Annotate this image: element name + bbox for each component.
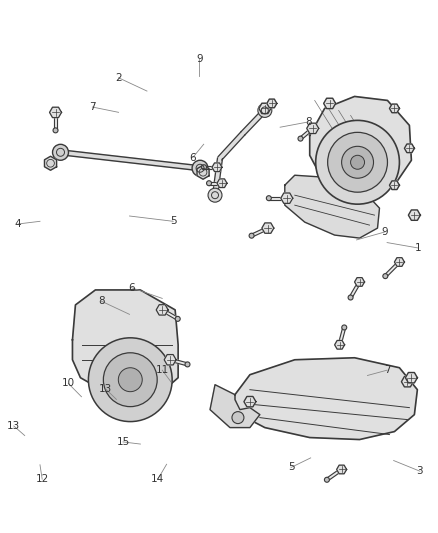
Circle shape bbox=[53, 128, 58, 133]
Circle shape bbox=[316, 120, 399, 204]
Polygon shape bbox=[310, 96, 411, 195]
Circle shape bbox=[192, 160, 208, 176]
Polygon shape bbox=[335, 341, 345, 349]
Polygon shape bbox=[281, 193, 293, 204]
Circle shape bbox=[262, 106, 267, 111]
Polygon shape bbox=[326, 469, 343, 481]
Circle shape bbox=[342, 147, 374, 178]
Polygon shape bbox=[267, 99, 277, 108]
Polygon shape bbox=[235, 358, 417, 440]
Circle shape bbox=[201, 165, 207, 169]
Text: 1: 1 bbox=[414, 243, 421, 253]
Polygon shape bbox=[164, 354, 176, 365]
Polygon shape bbox=[395, 257, 404, 266]
Text: 7: 7 bbox=[89, 102, 95, 112]
Text: 5: 5 bbox=[288, 463, 294, 472]
Polygon shape bbox=[389, 104, 399, 113]
Polygon shape bbox=[300, 127, 314, 140]
Polygon shape bbox=[259, 103, 271, 114]
Circle shape bbox=[53, 144, 68, 160]
Circle shape bbox=[118, 368, 142, 392]
Polygon shape bbox=[218, 132, 245, 160]
Text: 13: 13 bbox=[99, 384, 112, 394]
Circle shape bbox=[207, 181, 212, 185]
Circle shape bbox=[328, 132, 388, 192]
Polygon shape bbox=[217, 179, 227, 188]
Polygon shape bbox=[244, 397, 256, 407]
Text: 3: 3 bbox=[417, 466, 423, 476]
Circle shape bbox=[325, 477, 329, 482]
Polygon shape bbox=[338, 327, 346, 345]
Polygon shape bbox=[162, 309, 178, 320]
Polygon shape bbox=[60, 150, 200, 171]
Polygon shape bbox=[212, 158, 223, 196]
Circle shape bbox=[208, 188, 222, 202]
Text: 4: 4 bbox=[15, 219, 21, 229]
Circle shape bbox=[405, 379, 410, 384]
Text: 9: 9 bbox=[196, 54, 203, 64]
Circle shape bbox=[348, 295, 353, 300]
Polygon shape bbox=[389, 181, 399, 190]
Text: 6: 6 bbox=[190, 152, 196, 163]
Polygon shape bbox=[54, 112, 57, 131]
Polygon shape bbox=[210, 385, 260, 427]
Text: 10: 10 bbox=[62, 378, 75, 389]
Text: 6: 6 bbox=[128, 283, 135, 293]
Circle shape bbox=[298, 136, 303, 141]
Polygon shape bbox=[49, 107, 61, 118]
Text: 12: 12 bbox=[35, 474, 49, 484]
Polygon shape bbox=[156, 305, 168, 315]
Text: 8: 8 bbox=[305, 117, 312, 127]
Text: 5: 5 bbox=[170, 216, 177, 227]
Circle shape bbox=[383, 273, 388, 279]
Polygon shape bbox=[324, 98, 336, 109]
Polygon shape bbox=[401, 376, 413, 387]
Polygon shape bbox=[212, 163, 222, 172]
Circle shape bbox=[258, 103, 272, 117]
Polygon shape bbox=[251, 227, 268, 237]
Polygon shape bbox=[384, 261, 400, 277]
Text: 14: 14 bbox=[151, 474, 165, 484]
Text: 8: 8 bbox=[98, 296, 104, 306]
Polygon shape bbox=[197, 165, 209, 179]
Circle shape bbox=[175, 317, 180, 321]
Circle shape bbox=[185, 362, 190, 367]
Polygon shape bbox=[355, 278, 364, 286]
Polygon shape bbox=[408, 210, 420, 220]
Polygon shape bbox=[349, 281, 361, 298]
Circle shape bbox=[232, 411, 244, 424]
Polygon shape bbox=[170, 358, 188, 366]
Text: 9: 9 bbox=[381, 227, 388, 237]
Polygon shape bbox=[241, 109, 267, 135]
Polygon shape bbox=[209, 182, 222, 185]
Polygon shape bbox=[285, 175, 379, 238]
Polygon shape bbox=[269, 197, 287, 200]
Polygon shape bbox=[406, 373, 417, 383]
Circle shape bbox=[88, 338, 172, 422]
Polygon shape bbox=[72, 290, 178, 398]
Text: 2: 2 bbox=[115, 73, 122, 83]
Polygon shape bbox=[262, 223, 274, 233]
Polygon shape bbox=[204, 166, 217, 169]
Circle shape bbox=[342, 325, 347, 330]
Polygon shape bbox=[404, 144, 414, 152]
Circle shape bbox=[103, 353, 157, 407]
Text: 15: 15 bbox=[117, 437, 130, 447]
Text: 13: 13 bbox=[7, 421, 21, 431]
Text: 11: 11 bbox=[155, 365, 169, 375]
Circle shape bbox=[350, 155, 364, 169]
Text: 7: 7 bbox=[384, 365, 390, 375]
Polygon shape bbox=[307, 123, 319, 134]
Polygon shape bbox=[45, 156, 57, 170]
Circle shape bbox=[266, 196, 271, 200]
Circle shape bbox=[249, 233, 254, 238]
Polygon shape bbox=[337, 465, 346, 474]
